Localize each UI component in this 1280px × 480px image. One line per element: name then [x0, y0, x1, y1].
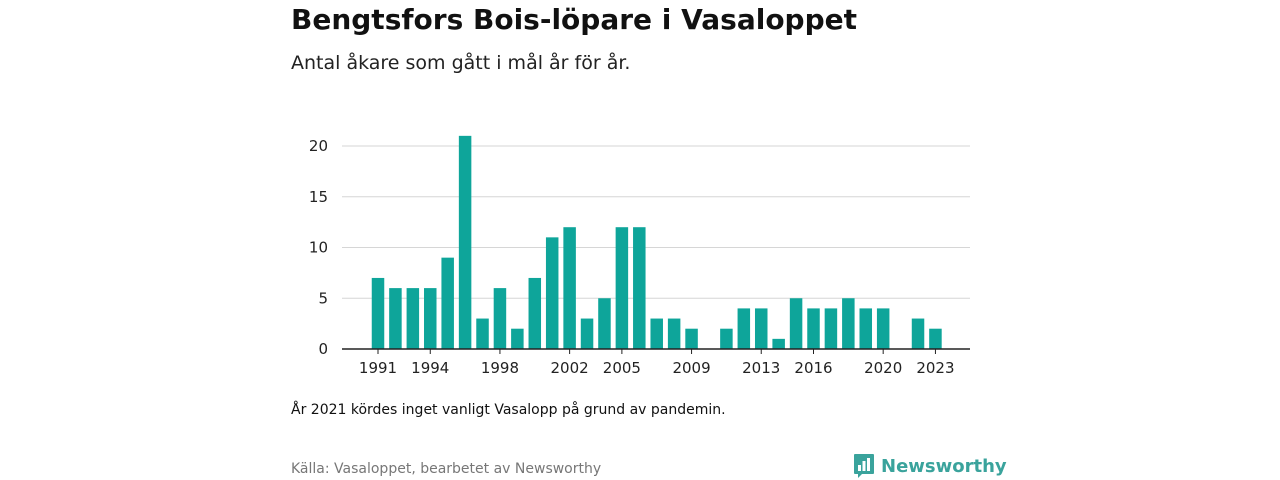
- bar-2016: [807, 308, 820, 349]
- bars: [371, 135, 942, 349]
- bar-1998: [493, 288, 507, 349]
- bar-2004: [598, 298, 611, 349]
- bar-2022: [911, 318, 925, 349]
- bar-2012: [737, 308, 751, 349]
- bar-1995: [441, 257, 454, 349]
- bar-2007: [650, 318, 663, 349]
- bar-2009: [685, 328, 698, 349]
- bar-2001: [545, 237, 559, 349]
- bar-chart: 0 5 10 15 20 1991 1994 1998 2002 2005 2009 2013 201…: [309, 135, 970, 377]
- bar-2003: [580, 318, 594, 349]
- bar-1991: [371, 277, 385, 349]
- bar-2023: [929, 328, 942, 349]
- bar-1997: [476, 318, 489, 349]
- grid-lines: [342, 145, 970, 299]
- logo-text: Newsworthy: [881, 455, 1007, 477]
- bar-2014: [772, 338, 785, 349]
- x-tick-label: 1998: [481, 359, 519, 377]
- bar-1992: [389, 288, 402, 349]
- x-tick-label: 2009: [672, 359, 710, 377]
- bar-2008: [667, 318, 681, 349]
- bar-2011: [720, 328, 733, 349]
- bar-2017: [824, 308, 838, 349]
- newsworthy-logo: Newsworthy: [853, 453, 1007, 479]
- bar-1999: [511, 328, 524, 349]
- x-tick-label: 1994: [411, 359, 449, 377]
- bar-2006: [633, 227, 646, 349]
- x-axis-ticks: 1991 1994 1998 2002 2005 2009 2013 2016 2020 2023: [359, 349, 955, 377]
- y-tick-label: 10: [309, 239, 328, 257]
- chart-subtitle: Antal åkare som gått i mål år för år.: [291, 52, 631, 74]
- bar-2015: [789, 298, 803, 349]
- y-tick-label: 15: [309, 188, 328, 206]
- bar-2002: [563, 227, 576, 349]
- x-tick-label: 2016: [794, 359, 832, 377]
- bar-2000: [528, 277, 542, 349]
- bar-1996: [458, 135, 472, 349]
- x-tick-label: 2005: [603, 359, 641, 377]
- y-axis-ticks: 0 5 10 15 20: [309, 137, 328, 358]
- y-tick-label: 0: [318, 340, 328, 358]
- x-tick-label: 1991: [359, 359, 397, 377]
- y-tick-label: 20: [309, 137, 328, 155]
- bar-1993: [406, 288, 420, 349]
- y-tick-label: 5: [318, 289, 328, 307]
- x-tick-label: 2023: [916, 359, 954, 377]
- bar-2019: [859, 308, 873, 349]
- footnote: År 2021 kördes inget vanligt Vasalopp på…: [291, 402, 726, 418]
- x-tick-label: 2002: [551, 359, 589, 377]
- x-tick-label: 2013: [742, 359, 780, 377]
- bar-1994: [424, 288, 437, 349]
- x-tick-label: 2020: [864, 359, 902, 377]
- newsworthy-bar-chart-icon: [854, 454, 874, 478]
- source-credit: Källa: Vasaloppet, bearbetet av Newswort…: [291, 461, 602, 477]
- bar-2013: [754, 308, 768, 349]
- bar-2020: [876, 308, 890, 349]
- bar-2018: [842, 298, 855, 349]
- chart-title: Bengtsfors Bois-löpare i Vasaloppet: [291, 3, 858, 36]
- bar-2005: [615, 227, 629, 349]
